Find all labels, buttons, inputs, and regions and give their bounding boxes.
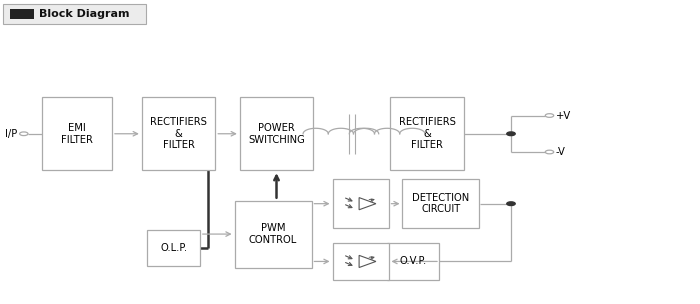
Text: DETECTION
CIRCUIT: DETECTION CIRCUIT: [412, 193, 470, 215]
Text: Block Diagram: Block Diagram: [39, 9, 130, 19]
Bar: [10, 9, 34, 19]
Text: PWM
CONTROL: PWM CONTROL: [249, 223, 297, 245]
Bar: [391, 97, 463, 170]
Text: EMI
FILTER: EMI FILTER: [61, 123, 93, 145]
Bar: [332, 179, 389, 228]
Text: +V: +V: [556, 111, 571, 120]
Text: -V: -V: [556, 147, 566, 157]
Text: O.L.P.: O.L.P.: [160, 243, 187, 253]
Bar: [402, 179, 480, 228]
Circle shape: [507, 132, 515, 136]
Bar: [141, 97, 216, 170]
Bar: [3, 4, 146, 24]
Text: I/P: I/P: [5, 129, 17, 139]
Text: POWER
SWITCHING: POWER SWITCHING: [248, 123, 305, 145]
Bar: [332, 243, 389, 280]
Bar: [239, 97, 314, 170]
Text: RECTIFIERS
&
FILTER: RECTIFIERS & FILTER: [398, 117, 456, 150]
Text: RECTIFIERS
&
FILTER: RECTIFIERS & FILTER: [150, 117, 207, 150]
Bar: [386, 243, 440, 280]
Bar: [147, 230, 200, 266]
Bar: [42, 97, 112, 170]
Text: O.V.P.: O.V.P.: [400, 257, 426, 266]
Bar: [234, 201, 312, 268]
Circle shape: [507, 202, 515, 206]
